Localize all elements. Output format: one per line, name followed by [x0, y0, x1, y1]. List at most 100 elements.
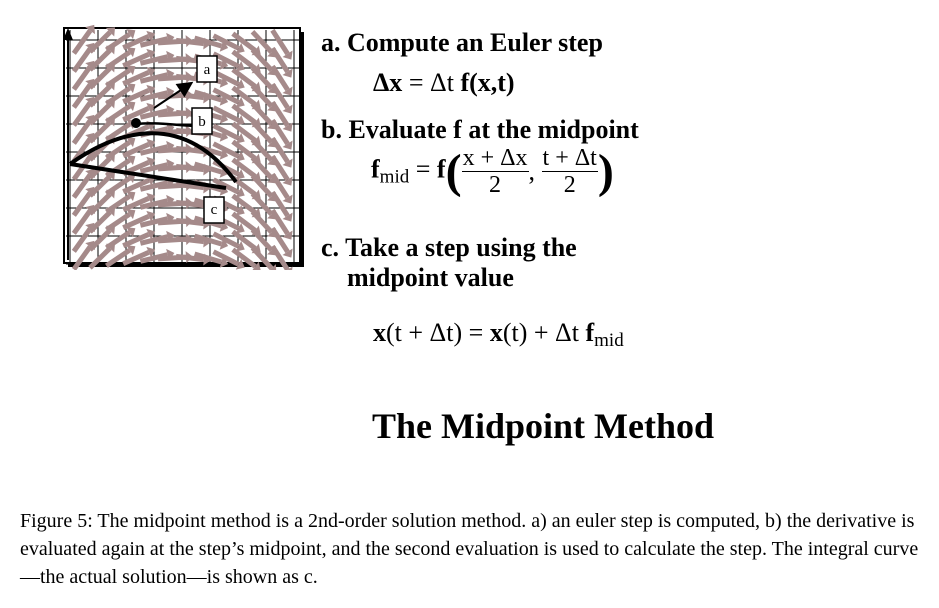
- field-arrow: [88, 174, 112, 198]
- field-arrowhead: [219, 94, 229, 106]
- step-c-title-line1: c. Take a step using the: [321, 233, 577, 262]
- field-arrow: [88, 48, 112, 72]
- field-arrowhead: [166, 230, 175, 243]
- field-arrowhead: [252, 261, 261, 270]
- field-arrowhead: [166, 140, 175, 153]
- field-arrow: [270, 226, 290, 254]
- field-arrowhead: [282, 140, 293, 150]
- field-arrow: [122, 106, 150, 122]
- field-arrowhead: [219, 148, 229, 160]
- field-arrow: [71, 101, 93, 127]
- field-arrow: [71, 119, 93, 145]
- field-arrow: [139, 72, 169, 84]
- field-arrowhead: [166, 212, 175, 225]
- field-arrow: [250, 138, 274, 162]
- field-arrowhead: [235, 132, 245, 144]
- field-arrowhead: [219, 112, 229, 124]
- field-arrow: [139, 234, 169, 246]
- euler-step-line: [69, 162, 227, 190]
- step-b-equation: fmid = f(x + Δx 2, t + Δt 2): [371, 145, 614, 198]
- field-arrow: [139, 198, 169, 210]
- field-arrow: [105, 212, 131, 232]
- field-arrow: [270, 100, 290, 128]
- field-arrow: [212, 105, 240, 123]
- field-arrowhead: [282, 50, 293, 60]
- field-arrow: [212, 249, 240, 267]
- field-arrowhead: [282, 158, 293, 168]
- field-arrowhead: [282, 212, 293, 222]
- field-arrow: [212, 87, 240, 105]
- field-arrowhead: [126, 101, 136, 112]
- field-arrow: [250, 156, 274, 180]
- field-arrow: [71, 191, 93, 217]
- field-arrow: [175, 217, 205, 227]
- integral-curve: [68, 131, 238, 184]
- field-arrow: [270, 136, 290, 164]
- field-arrow: [105, 176, 131, 196]
- field-arrow: [88, 84, 112, 108]
- field-arrow: [193, 35, 223, 49]
- field-arrowhead: [219, 40, 229, 52]
- field-arrow: [105, 122, 131, 142]
- field-arrowhead: [146, 246, 156, 258]
- field-arrowhead: [219, 184, 229, 196]
- field-arrow: [105, 194, 131, 214]
- field-arrow: [175, 145, 205, 155]
- field-arrowhead: [287, 266, 293, 270]
- field-arrow: [250, 228, 274, 252]
- label-c: c: [203, 196, 225, 224]
- field-arrow: [88, 210, 112, 234]
- field-arrowhead: [282, 230, 293, 240]
- field-arrow: [71, 155, 93, 181]
- field-arrow: [71, 227, 93, 253]
- field-arrow: [231, 211, 257, 233]
- field-arrow: [122, 232, 150, 248]
- field-arrow: [122, 196, 150, 212]
- field-arrowhead: [126, 209, 136, 220]
- field-arrow: [175, 181, 205, 191]
- field-arrowhead: [282, 248, 293, 258]
- field-arrowhead: [166, 104, 175, 117]
- field-arrow: [105, 140, 131, 160]
- field-arrow: [71, 245, 93, 270]
- field-arrow: [71, 209, 93, 235]
- field-arrow: [139, 216, 169, 228]
- field-arrow: [71, 83, 93, 109]
- field-arrow: [105, 68, 131, 88]
- field-arrow: [250, 120, 274, 144]
- field-arrow: [175, 235, 205, 245]
- step-a-equation: Δx = Δt f(x,t): [373, 68, 515, 97]
- field-arrow: [250, 66, 274, 90]
- step-b-title: b. Evaluate f at the midpoint: [321, 115, 639, 144]
- field-arrow: [270, 172, 290, 200]
- field-arrow: [270, 46, 290, 74]
- field-arrowhead: [235, 42, 245, 54]
- field-arrowhead: [219, 256, 229, 268]
- field-arrow: [122, 70, 150, 86]
- field-arrow: [105, 104, 131, 124]
- field-arrow: [212, 231, 240, 249]
- field-arrowhead: [166, 68, 175, 81]
- field-arrowhead: [235, 78, 245, 90]
- field-arrowhead: [269, 264, 277, 270]
- field-arrow: [231, 247, 257, 269]
- field-arrow: [212, 141, 240, 159]
- field-arrow: [250, 84, 274, 108]
- field-arrow: [139, 180, 169, 192]
- midpoint-curve: [136, 122, 196, 128]
- field-arrow: [122, 142, 150, 158]
- field-arrow: [231, 103, 257, 125]
- field-arrowhead: [219, 58, 229, 70]
- y-axis-arrow-icon: [63, 28, 73, 40]
- field-arrow: [105, 50, 131, 70]
- field-arrow: [139, 144, 169, 156]
- field-arrowhead: [85, 24, 96, 35]
- field-arrow: [175, 199, 205, 209]
- field-arrowhead: [235, 240, 245, 252]
- field-arrowhead: [146, 228, 156, 240]
- field-arrow: [270, 28, 290, 56]
- page-title: The Midpoint Method: [372, 406, 715, 446]
- field-arrowhead: [282, 104, 293, 114]
- field-arrow: [175, 163, 205, 173]
- field-arrow: [212, 123, 240, 141]
